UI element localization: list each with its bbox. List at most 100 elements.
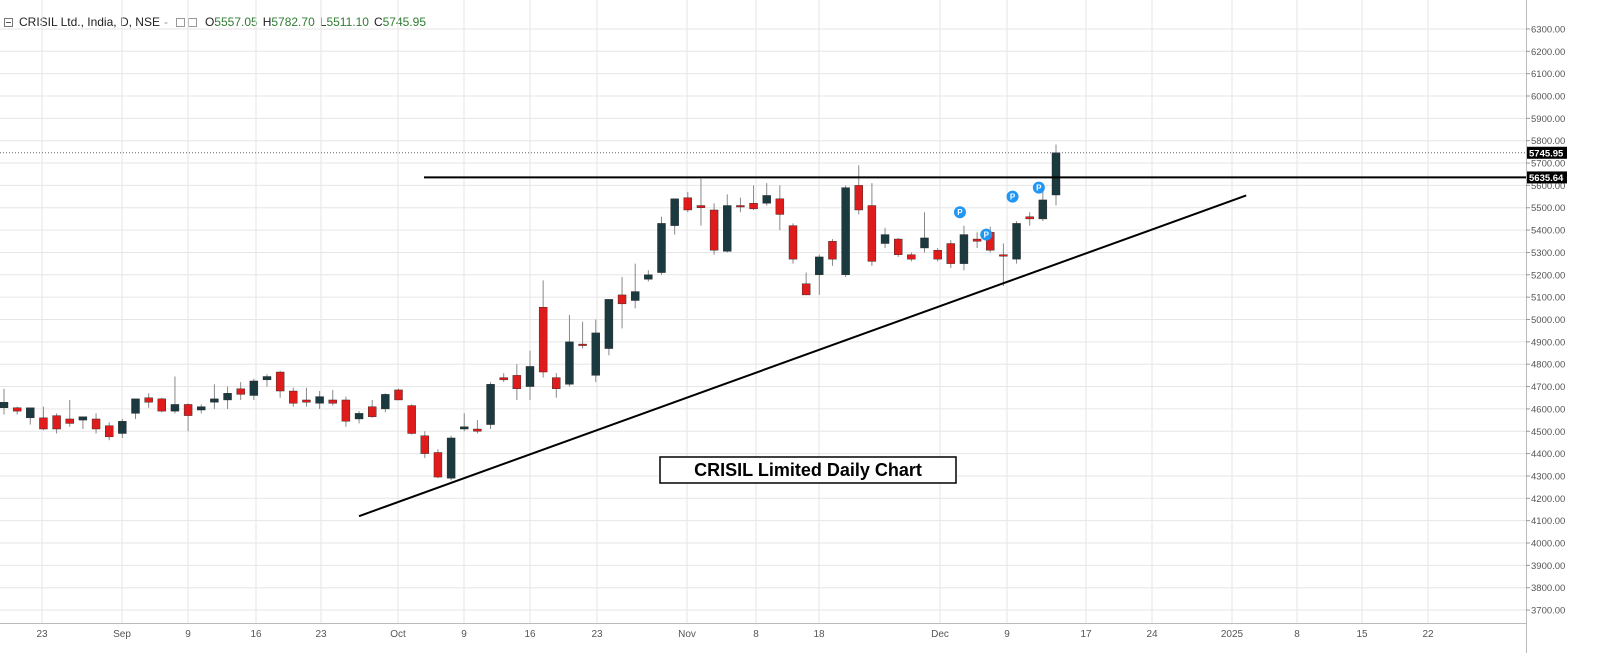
x-tick-label: 16 bbox=[250, 629, 262, 640]
candle-body bbox=[933, 250, 942, 260]
candle-body bbox=[736, 205, 745, 208]
candle-body bbox=[289, 390, 298, 404]
y-tick-label: 4600.00 bbox=[1531, 404, 1565, 415]
candle-body bbox=[604, 299, 614, 349]
candle-body bbox=[223, 393, 232, 401]
candle-body bbox=[578, 343, 587, 346]
candle-body bbox=[880, 234, 890, 244]
candle-body bbox=[907, 254, 916, 260]
candle-body bbox=[749, 203, 758, 210]
candle-body bbox=[236, 388, 245, 395]
candle-body bbox=[0, 401, 9, 408]
collapse-icon[interactable] bbox=[4, 17, 13, 27]
badge-circle bbox=[980, 228, 993, 241]
drawings-layer: P P P P bbox=[0, 152, 1526, 518]
y-tick-label: 3900.00 bbox=[1531, 561, 1565, 572]
candle-body bbox=[275, 371, 285, 392]
annotation-layer: CRISIL Limited Daily Chart bbox=[659, 456, 957, 484]
y-tick-label: 5900.00 bbox=[1531, 114, 1565, 125]
x-tick-label: Sep bbox=[113, 629, 131, 640]
candle-body bbox=[683, 197, 692, 211]
close-value: C5745.95 bbox=[373, 15, 426, 29]
candle-body bbox=[775, 198, 785, 215]
y-tick-label: 4000.00 bbox=[1531, 539, 1565, 550]
y-tick-label: 4700.00 bbox=[1531, 382, 1565, 393]
candle-body bbox=[972, 238, 982, 242]
candle-body bbox=[657, 223, 666, 273]
candle-body bbox=[644, 274, 653, 280]
candle-body bbox=[394, 389, 403, 401]
candle-body bbox=[354, 413, 364, 420]
candle-body bbox=[999, 254, 1008, 257]
support-trendline bbox=[358, 194, 1247, 518]
candle-body bbox=[1038, 199, 1048, 220]
candles-layer bbox=[0, 144, 1061, 481]
candle-body bbox=[197, 406, 206, 411]
candle-body bbox=[841, 187, 850, 275]
x-tick-label: Nov bbox=[678, 629, 696, 640]
y-tick-label: 6100.00 bbox=[1531, 69, 1565, 80]
dividend-badge: P bbox=[1006, 190, 1019, 203]
candle-body bbox=[144, 397, 153, 403]
y-tick-label: 5300.00 bbox=[1531, 248, 1565, 259]
candle-body bbox=[65, 418, 74, 424]
price-tag-label: 5745.95 bbox=[1529, 148, 1564, 159]
y-tick-label: 4500.00 bbox=[1531, 427, 1565, 438]
y-tick-label: 5800.00 bbox=[1531, 136, 1565, 147]
badge-label: P bbox=[1010, 193, 1016, 202]
candle-body bbox=[262, 376, 272, 381]
candle-body bbox=[762, 195, 771, 204]
last-price-tag: 5745.95 bbox=[1527, 146, 1567, 159]
annotation-text: CRISIL Limited Daily Chart bbox=[694, 460, 922, 480]
candle-body bbox=[499, 377, 508, 381]
annotation-box bbox=[659, 456, 957, 484]
candle-body bbox=[512, 375, 522, 389]
candle-body bbox=[709, 209, 719, 251]
symbol-menu-dash[interactable]: - bbox=[163, 15, 168, 29]
candle-body bbox=[12, 407, 22, 412]
candle-body bbox=[473, 428, 482, 432]
candle-body bbox=[39, 417, 48, 430]
badge-label: P bbox=[984, 231, 990, 240]
candle-body bbox=[249, 380, 259, 396]
price-axis[interactable]: 3700.00 3800.00 3900.00 4000.00 4100.00 4200.… bbox=[1526, 0, 1600, 653]
dividend-badge: P bbox=[980, 228, 993, 241]
candle-body bbox=[26, 407, 35, 419]
x-tick-label: 8 bbox=[1294, 629, 1300, 640]
settings-icon[interactable] bbox=[175, 17, 185, 27]
y-tick-label: 6200.00 bbox=[1531, 47, 1565, 58]
x-tick-label: 24 bbox=[1146, 629, 1158, 640]
candle-body bbox=[328, 399, 337, 404]
y-tick-label: 6300.00 bbox=[1531, 24, 1565, 35]
x-tick-label: 16 bbox=[524, 629, 536, 640]
symbol-title: CRISIL Ltd., India, D, NSE bbox=[19, 15, 160, 29]
candle-body bbox=[525, 366, 535, 387]
candle-body bbox=[420, 435, 429, 454]
open-value: O5557.05 bbox=[204, 15, 258, 29]
price-labels: 5745.95 5635.64 bbox=[1527, 146, 1567, 184]
candle-body bbox=[210, 398, 219, 403]
price-axis-bg bbox=[1526, 0, 1600, 653]
x-tick-label: 8 bbox=[753, 629, 759, 640]
y-tick-label: 6000.00 bbox=[1531, 91, 1565, 102]
x-tick-label: 9 bbox=[1004, 629, 1010, 640]
y-tick-label: 5600.00 bbox=[1531, 181, 1565, 192]
low-value: L5511.10 bbox=[319, 15, 369, 29]
candle-body bbox=[946, 243, 955, 264]
x-tick-label: 22 bbox=[1422, 629, 1434, 640]
candle-body bbox=[315, 396, 324, 404]
candle-body bbox=[959, 234, 969, 264]
candle-body bbox=[815, 256, 824, 275]
y-tick-label: 4200.00 bbox=[1531, 494, 1565, 505]
x-tick-label: Dec bbox=[931, 629, 949, 640]
candle-body bbox=[670, 198, 679, 226]
y-tick-label: 4400.00 bbox=[1531, 449, 1565, 460]
x-tick-label: 18 bbox=[813, 629, 825, 640]
y-tick-label: 5400.00 bbox=[1531, 226, 1565, 237]
candle-body bbox=[433, 452, 443, 478]
x-tick-label: 9 bbox=[461, 629, 467, 640]
badge-circle bbox=[1006, 190, 1019, 203]
y-tick-label: 5500.00 bbox=[1531, 203, 1565, 214]
y-tick-label: 4900.00 bbox=[1531, 337, 1565, 348]
